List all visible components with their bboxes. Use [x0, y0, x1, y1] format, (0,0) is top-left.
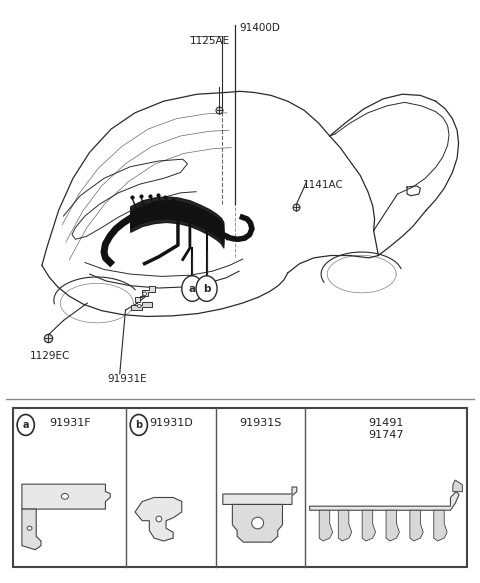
- Text: 91931S: 91931S: [239, 418, 281, 428]
- Ellipse shape: [137, 304, 141, 307]
- Polygon shape: [434, 510, 447, 541]
- Polygon shape: [319, 510, 333, 541]
- Polygon shape: [338, 510, 352, 541]
- Polygon shape: [22, 509, 41, 550]
- Polygon shape: [131, 302, 152, 310]
- Circle shape: [17, 415, 34, 436]
- Circle shape: [130, 415, 147, 436]
- Text: b: b: [203, 283, 210, 294]
- Polygon shape: [22, 484, 110, 509]
- Circle shape: [182, 276, 203, 301]
- Text: 91400D: 91400D: [239, 23, 280, 33]
- Circle shape: [196, 276, 217, 301]
- Ellipse shape: [143, 292, 146, 296]
- Polygon shape: [135, 497, 182, 541]
- Polygon shape: [223, 487, 297, 504]
- Text: b: b: [135, 420, 143, 430]
- Text: 91931E: 91931E: [108, 374, 147, 384]
- Polygon shape: [386, 510, 399, 541]
- Polygon shape: [310, 491, 459, 510]
- Text: a: a: [23, 420, 29, 430]
- Text: 91931F: 91931F: [49, 418, 91, 428]
- Text: 91931D: 91931D: [149, 418, 193, 428]
- Polygon shape: [135, 286, 155, 302]
- Polygon shape: [410, 510, 423, 541]
- Text: 1129EC: 1129EC: [30, 351, 71, 361]
- Text: 91491
91747: 91491 91747: [368, 418, 404, 440]
- Polygon shape: [362, 510, 375, 541]
- Polygon shape: [232, 504, 282, 542]
- Polygon shape: [453, 480, 462, 491]
- Bar: [13, 408, 467, 567]
- Ellipse shape: [27, 526, 32, 531]
- Ellipse shape: [156, 516, 162, 522]
- Ellipse shape: [252, 517, 264, 529]
- Text: 1141AC: 1141AC: [303, 180, 344, 190]
- Text: 1125AE: 1125AE: [190, 36, 230, 46]
- Text: a: a: [189, 283, 196, 294]
- Ellipse shape: [61, 493, 69, 499]
